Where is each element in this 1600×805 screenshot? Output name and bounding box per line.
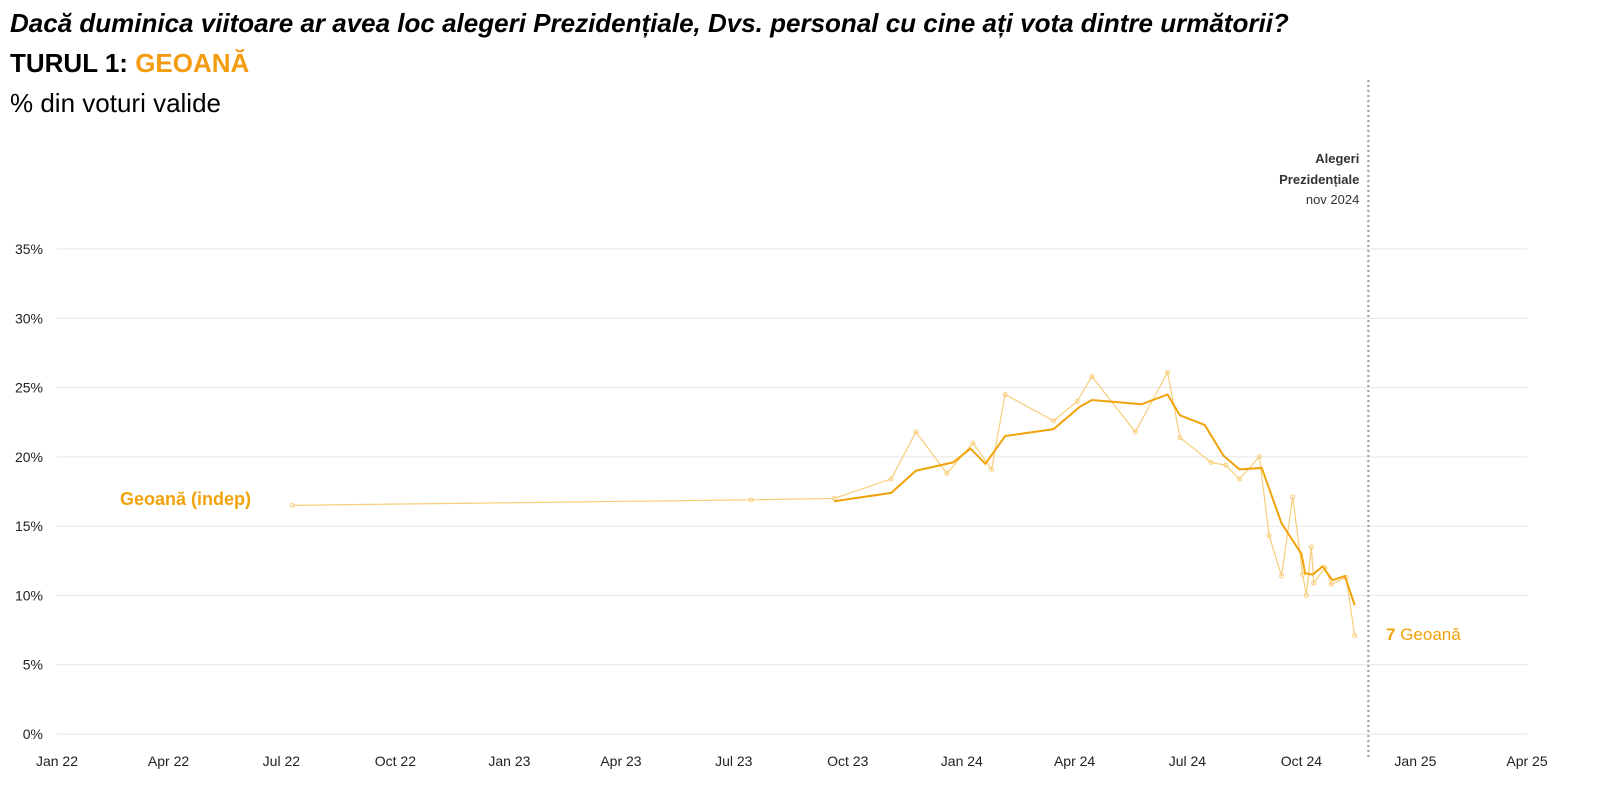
poll-point — [1300, 572, 1306, 578]
x-tick-label: Oct 24 — [1281, 753, 1322, 769]
chart-question-title: Dacă duminica viitoare ar avea loc alege… — [10, 8, 1289, 38]
x-tick-label: Jul 24 — [1169, 753, 1207, 769]
x-tick-label: Oct 23 — [827, 753, 868, 769]
poll-point — [1266, 533, 1272, 539]
y-tick-label: 0% — [23, 726, 43, 742]
round-candidate: GEOANĂ — [135, 48, 250, 78]
poll-point — [1208, 459, 1214, 465]
poll-point — [1290, 494, 1296, 500]
y-tick-label: 35% — [15, 241, 43, 257]
poll-point — [1132, 429, 1138, 435]
x-tick-label: Apr 22 — [148, 753, 189, 769]
poll-point — [1279, 573, 1285, 579]
end-label-name: Geoană — [1400, 625, 1461, 644]
x-tick-label: Apr 24 — [1054, 753, 1095, 769]
poll-point — [748, 497, 754, 503]
x-tick-label: Jan 25 — [1394, 753, 1436, 769]
round-heading: TURUL 1: GEOANĂ — [10, 48, 249, 79]
election-label-date: nov 2024 — [1306, 192, 1360, 207]
poll-point — [289, 502, 295, 508]
poll-point — [1311, 580, 1317, 586]
poll-point — [913, 429, 919, 435]
poll-series-line — [292, 370, 1356, 636]
x-tick-label: Oct 22 — [375, 753, 416, 769]
y-tick-label: 15% — [15, 518, 43, 534]
series-label: Geoană (indep) — [120, 489, 251, 509]
poll-point — [944, 470, 950, 476]
poll-point — [1303, 592, 1309, 598]
x-tick-label: Jul 23 — [715, 753, 753, 769]
poll-point — [970, 440, 976, 446]
y-tick-label: 30% — [15, 310, 43, 326]
poll-point — [1223, 462, 1229, 468]
x-tick-label: Jul 22 — [263, 753, 301, 769]
poll-point — [1177, 434, 1183, 440]
poll-point — [1051, 418, 1057, 424]
x-tick-label: Apr 25 — [1506, 753, 1547, 769]
x-tick-label: Jan 23 — [488, 753, 530, 769]
x-tick-label: Apr 23 — [600, 753, 641, 769]
election-label-line2: Prezidențiale — [1279, 172, 1359, 187]
x-tick-label: Jan 24 — [941, 753, 983, 769]
poll-point — [1165, 369, 1171, 375]
poll-point — [1002, 392, 1008, 397]
unit-subtitle: % din voturi valide — [10, 88, 221, 118]
y-tick-label: 5% — [23, 657, 43, 673]
poll-point — [1074, 398, 1080, 404]
election-label-line1: Alegeri — [1315, 151, 1359, 166]
y-tick-label: 20% — [15, 449, 43, 465]
end-label-rank: 7 — [1386, 625, 1400, 644]
x-tick-label: Jan 22 — [36, 753, 78, 769]
poll-point — [888, 476, 894, 482]
y-tick-label: 10% — [15, 587, 43, 603]
round-prefix: TURUL 1: — [10, 48, 128, 78]
poll-point — [1236, 476, 1242, 482]
end-label: 7 Geoană — [1386, 625, 1461, 644]
poll-point — [1308, 544, 1314, 550]
poll-point — [1352, 633, 1358, 639]
poll-point — [1256, 454, 1262, 460]
y-tick-label: 25% — [15, 380, 43, 396]
poll-point — [1089, 373, 1095, 379]
poll-point — [1328, 581, 1334, 587]
trend-series-line — [833, 393, 1356, 606]
poll-point — [989, 466, 995, 472]
